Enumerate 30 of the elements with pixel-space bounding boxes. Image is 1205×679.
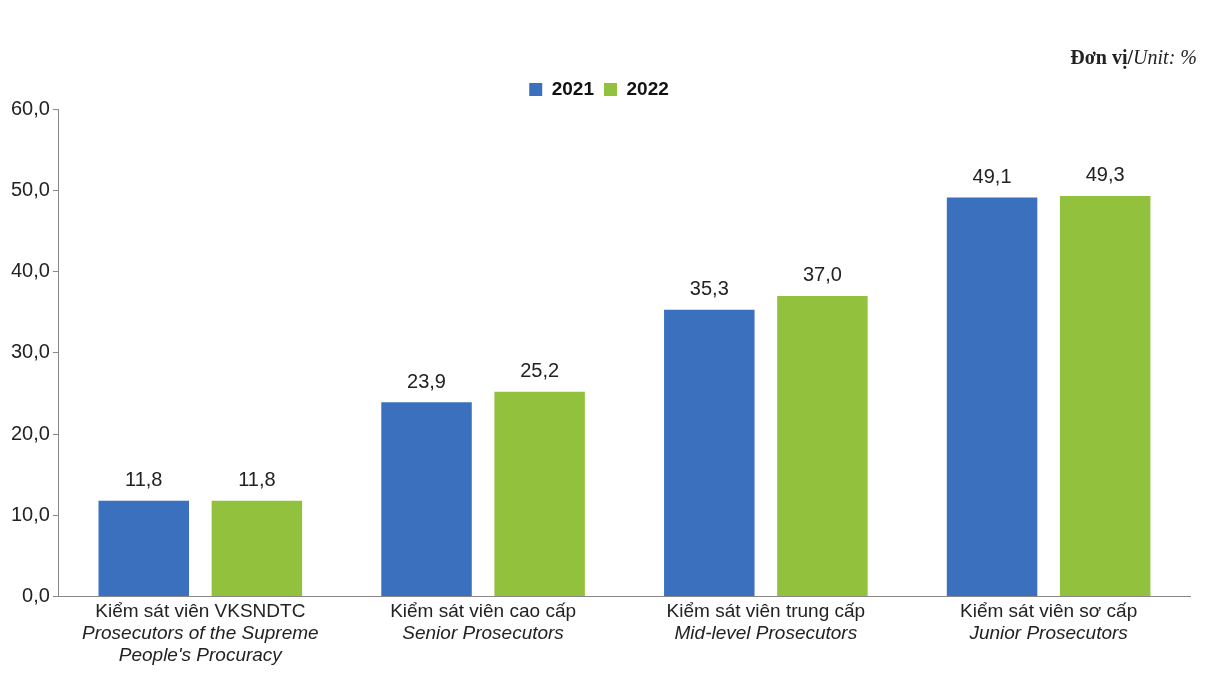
legend-label: 2021 [551,77,595,99]
y-tick-label: 30,0 [10,340,50,363]
y-tick-label: 50,0 [10,177,50,200]
legend-label: 2022 [626,77,669,99]
y-tick-label: 0,0 [22,584,50,607]
bar [211,500,303,597]
data-label: 49,3 [1085,163,1125,186]
text: Đơn vị/Unit: % [1070,46,1197,68]
data-label: 11,8 [238,468,276,491]
data-label: 37,0 [802,263,842,286]
bar [664,309,755,597]
data-label: 49,1 [972,165,1012,188]
y-tick-label: 40,0 [10,259,50,282]
x-tick-label: Kiểm sát viên VKSNDTC Prosecutors of the Supreme People's Procuracy [82,600,319,666]
bar [494,391,585,597]
data-label: 25,2 [520,359,560,382]
y-tick-label: 60,0 [10,96,50,119]
bar [946,197,1038,597]
x-tick-label: Kiểm sát viên cao cấp Senior Prosecutors [390,600,577,644]
x-tick-label: Kiểm sát viên trung cấp Mid-level Prosecutors [666,600,866,644]
y-tick-label: 20,0 [10,421,50,444]
bar [381,402,472,597]
data-label: 11,8 [125,468,163,491]
bar [98,500,189,597]
x-tick-label: Kiểm sát viên sơ cấp Junior Prosecutors [960,600,1138,644]
bar [1059,195,1151,597]
data-label: 23,9 [407,369,446,392]
data-label: 35,3 [689,277,729,300]
bar [777,295,868,597]
y-tick-label: 10,0 [10,502,50,525]
